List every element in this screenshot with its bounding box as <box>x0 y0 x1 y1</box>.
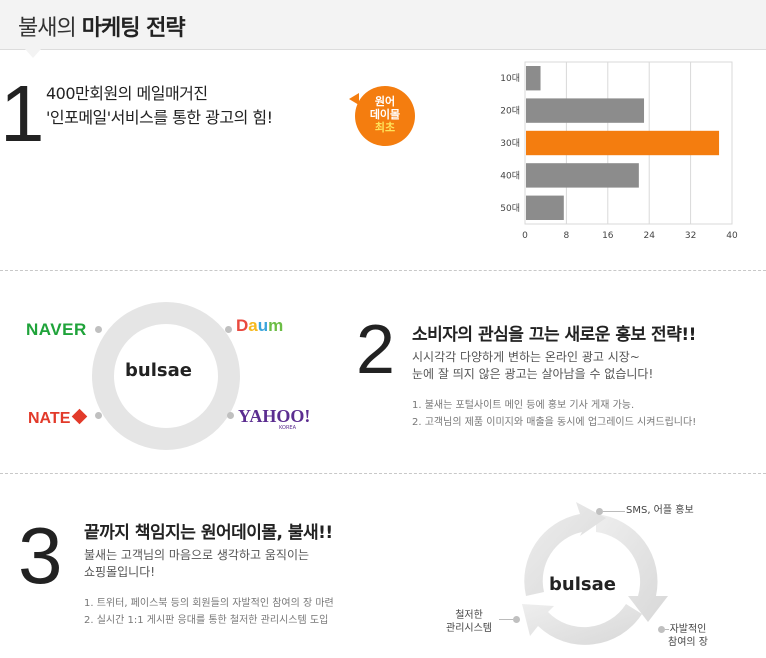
chart-category-label: 20대 <box>500 106 520 117</box>
bulsae-logo-cycle: bulsae <box>549 574 616 595</box>
chart-bar <box>526 195 564 220</box>
chart-bar <box>526 163 639 188</box>
cycle-line-left <box>499 619 513 620</box>
chart-bar <box>526 66 541 91</box>
ring-dot-sw <box>95 412 102 419</box>
cycle-label-left: 철저한 관리시스템 <box>446 610 492 634</box>
chart-bar <box>526 98 645 123</box>
chart-category-label: 50대 <box>500 203 520 214</box>
cycle-dot-right <box>658 626 665 633</box>
divider-2 <box>0 473 766 474</box>
cycle-line-top <box>603 511 625 512</box>
cycle-label-top: SMS, 어플 홍보 <box>626 505 694 516</box>
badge-line1: 원어 <box>374 95 396 108</box>
section3-title: 끝까지 책임지는 원어데이몰, 불새!! <box>84 523 333 543</box>
chart-xtick-label: 8 <box>564 231 570 241</box>
bulsae-logo-ring: bulsae <box>125 360 192 381</box>
nate-diamond-icon <box>72 408 88 425</box>
section2-desc2: 눈에 잘 띄지 않은 광고는 살아남을 수 없습니다! <box>412 367 654 381</box>
section3-desc2: 쇼핑몰입니다! <box>84 565 156 579</box>
page-title: 불새의 마케팅 전략 <box>18 10 186 42</box>
cycle-arrow-left <box>524 502 606 596</box>
age-bar-chart-svg: 0 8 16 24 32 40 10대 20대 30대 40대 50대 <box>500 61 738 241</box>
daum-logo: Daum <box>236 316 284 335</box>
cycle-label-right: 자발적인 참여의 장 <box>668 624 708 648</box>
cycle-dot-top <box>596 508 603 515</box>
ring-dot-ne <box>225 326 232 333</box>
ring-dot-se <box>227 412 234 419</box>
page-title-prefix: 불새의 <box>18 16 77 41</box>
badge-tail <box>349 93 359 105</box>
chart-xtick-label: 16 <box>602 231 614 241</box>
divider-1 <box>0 270 766 271</box>
yahoo-logo: YAHOO! <box>238 406 311 426</box>
cycle-diagram <box>522 502 668 645</box>
section1-line1: 400만회원의 메일매거진 <box>46 84 208 103</box>
nate-logo: NATE <box>28 408 88 428</box>
badge-line2: 데이몰 <box>369 108 401 121</box>
section2-desc1: 시시각각 다양하게 변하는 온라인 광고 시장~ <box>412 350 640 364</box>
yahoo-korea-label: KOREA <box>279 425 296 431</box>
section1-number: 1 <box>0 69 45 158</box>
header-notch <box>25 49 41 58</box>
page-title-bold: 마케팅 전략 <box>81 16 186 41</box>
section2-item-1: 1. 불새는 포털사이트 메인 등에 홍보 기사 게재 가능. <box>412 400 635 411</box>
first-badge: 원어 데이몰 최초 <box>355 86 415 146</box>
section3-desc1: 불새는 고객님의 마음으로 생각하고 움직이는 <box>84 548 310 562</box>
section2-number: 2 <box>356 310 395 388</box>
chart-category-label: 10대 <box>500 73 520 84</box>
section3-item-2: 2. 실시간 1:1 게시판 응대를 통한 철저한 관리시스템 도입 <box>84 615 329 626</box>
naver-logo: NAVER <box>26 320 87 339</box>
cycle-arrow-bottom <box>522 604 642 645</box>
chart-category-label: 40대 <box>500 170 520 181</box>
cycle-line-right <box>665 629 669 630</box>
chart-xtick-label: 40 <box>726 231 738 241</box>
section2-item-2: 2. 고객님의 제품 이미지와 매출을 동시에 업그레이드 시켜드립니다! <box>412 417 697 428</box>
section2-title: 소비자의 관심을 끄는 새로운 홍보 전략!! <box>412 325 696 345</box>
chart-xtick-label: 32 <box>685 231 696 241</box>
header-bar: 불새의 마케팅 전략 <box>0 0 766 50</box>
section1-line2: '인포메일'서비스를 통한 광고의 힘! <box>46 108 273 127</box>
section3-number: 3 <box>18 511 63 600</box>
chart-category-label: 30대 <box>500 138 520 149</box>
ring-dot-nw <box>95 326 102 333</box>
section3-item-1: 1. 트위터, 페이스북 등의 회원들의 자발적인 참여의 장 마련 <box>84 598 334 609</box>
chart-xtick-label: 24 <box>643 231 655 241</box>
chart-xtick-label: 0 <box>522 231 528 241</box>
cycle-arrow-right <box>596 514 668 622</box>
age-bar-chart: 0 8 16 24 32 40 10대 20대 30대 40대 50대 <box>487 58 747 248</box>
badge-line3: 최초 <box>374 121 396 134</box>
cycle-dot-left <box>513 616 520 623</box>
chart-bar <box>526 130 720 156</box>
